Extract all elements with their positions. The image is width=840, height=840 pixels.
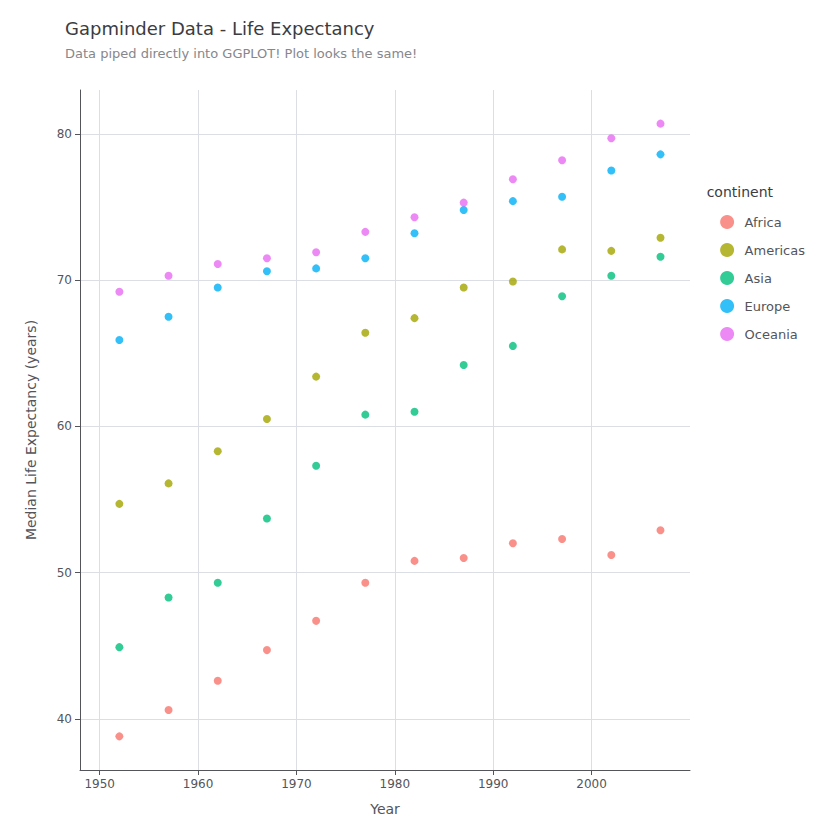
svg-text:Europe: Europe (745, 299, 791, 314)
svg-text:Americas: Americas (745, 243, 806, 258)
svg-text:1950: 1950 (84, 777, 115, 791)
svg-text:60: 60 (57, 419, 72, 433)
svg-text:continent: continent (707, 184, 774, 200)
svg-text:1980: 1980 (380, 777, 411, 791)
svg-text:Gapminder Data - Life Expectan: Gapminder Data - Life Expectancy (65, 18, 375, 39)
svg-text:Data piped directly into GGPLO: Data piped directly into GGPLOT! Plot lo… (65, 46, 417, 61)
svg-text:Asia: Asia (745, 271, 772, 286)
svg-text:70: 70 (57, 273, 72, 287)
svg-text:1960: 1960 (183, 777, 214, 791)
svg-text:1990: 1990 (478, 777, 509, 791)
svg-text:80: 80 (57, 127, 72, 141)
svg-text:40: 40 (57, 712, 72, 726)
svg-text:Year: Year (369, 801, 400, 817)
svg-text:2000: 2000 (576, 777, 607, 791)
svg-text:1970: 1970 (281, 777, 312, 791)
svg-text:50: 50 (57, 566, 72, 580)
svg-text:Median Life Expectancy (years): Median Life Expectancy (years) (23, 320, 39, 540)
svg-text:Oceania: Oceania (745, 327, 798, 342)
svg-text:Africa: Africa (745, 215, 782, 230)
